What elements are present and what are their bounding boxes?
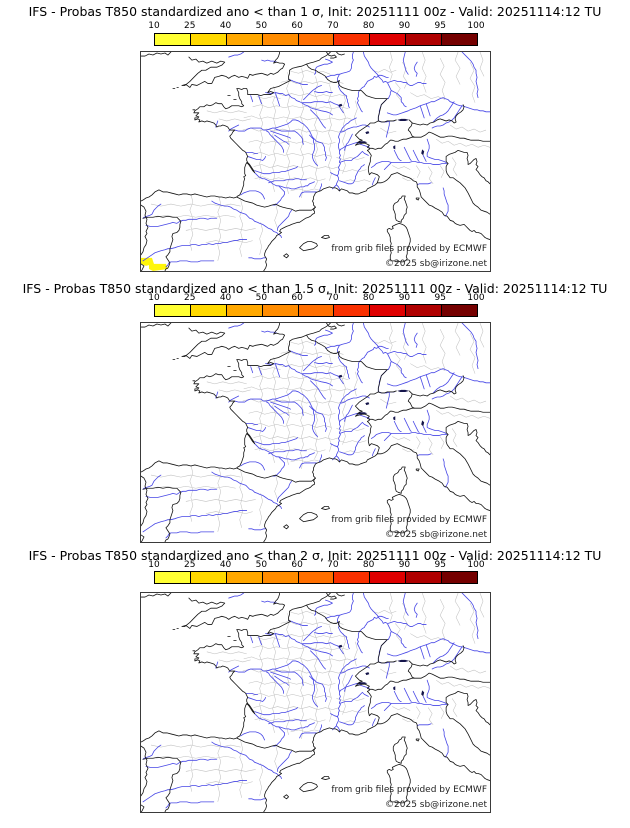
- colorbar-segment: [226, 34, 263, 45]
- colorbar-segment: [226, 572, 263, 583]
- colorbar-tick-label: 40: [219, 293, 232, 303]
- colorbar-tick-label: 80: [362, 560, 375, 570]
- panel-title: IFS - Probas T850 standardized ano < tha…: [28, 4, 602, 19]
- france-map-svg: [141, 593, 490, 812]
- colorbar-segment: [190, 34, 227, 45]
- colorbar-tick-label: 95: [434, 21, 446, 31]
- colorbar-tick-label: 40: [219, 21, 232, 31]
- colorbar-segment: [190, 572, 227, 583]
- colorbar-segment: [155, 572, 191, 583]
- colorbar-segment: [370, 572, 407, 583]
- colorbar-segment: [406, 305, 443, 316]
- data-credit-text: from grib files provided by ECMWF: [331, 244, 487, 254]
- colorbar-tick-label: 70: [327, 293, 339, 303]
- probability-colorbar: [154, 571, 478, 584]
- colorbar-segment: [298, 305, 335, 316]
- france-map-svg: [141, 323, 490, 542]
- map-image: from grib files provided by ECMWF ©2025 …: [140, 51, 491, 272]
- colorbar-segment: [155, 305, 191, 316]
- colorbar-tick-label: 100: [467, 293, 485, 303]
- probability-colorbar: [154, 33, 478, 46]
- colorbar-segment: [334, 572, 371, 583]
- colorbar-segment: [226, 305, 263, 316]
- colorbar-segment: [370, 34, 407, 45]
- panel-title: IFS - Probas T850 standardized ano < tha…: [22, 281, 608, 296]
- colorbar-tick-label: 60: [291, 293, 303, 303]
- colorbar-segment: [334, 34, 371, 45]
- colorbar-segment: [442, 305, 478, 316]
- colorbar-tick-label: 80: [362, 293, 375, 303]
- colorbar-tick-label: 25: [184, 21, 196, 31]
- colorbar-segment: [190, 305, 227, 316]
- copyright-text: ©2025 sb@irizone.net: [385, 259, 487, 269]
- colorbar-tick-label: 100: [467, 21, 485, 31]
- colorbar-tick-label: 50: [255, 21, 268, 31]
- basemap: [141, 52, 490, 271]
- colorbar-tick-label: 60: [291, 21, 303, 31]
- colorbar-tick-label: 25: [184, 293, 196, 303]
- colorbar-tick-label: 50: [255, 560, 268, 570]
- colorbar-tick-label: 25: [184, 560, 196, 570]
- colorbar-tick-label: 50: [255, 293, 268, 303]
- colorbar-tick-labels: 10 25 40 50 60 70 80 90 95 100: [148, 21, 484, 31]
- colorbar-tick-label: 95: [434, 293, 446, 303]
- colorbar-tick-label: 40: [219, 560, 232, 570]
- colorbar-tick-label: 80: [362, 21, 375, 31]
- colorbar-segment: [442, 572, 478, 583]
- panel-title: IFS - Probas T850 standardized ano < tha…: [28, 548, 602, 563]
- data-credit-text: from grib files provided by ECMWF: [331, 515, 487, 525]
- france-map-svg: [141, 52, 490, 271]
- copyright-text: ©2025 sb@irizone.net: [385, 530, 487, 540]
- probability-colorbar: [154, 304, 478, 317]
- colorbar-segment: [442, 34, 478, 45]
- colorbar-tick-label: 60: [291, 560, 303, 570]
- basemap: [141, 323, 490, 542]
- colorbar-segment: [298, 572, 335, 583]
- colorbar-segment: [406, 572, 443, 583]
- colorbar-segment: [262, 572, 299, 583]
- colorbar-tick-label: 90: [398, 560, 411, 570]
- colorbar-segment: [334, 305, 371, 316]
- colorbar-segment: [262, 305, 299, 316]
- colorbar-tick-label: 100: [467, 560, 485, 570]
- colorbar-tick-label: 95: [434, 560, 446, 570]
- colorbar-tick-label: 10: [148, 21, 160, 31]
- colorbar-segment: [262, 34, 299, 45]
- colorbar-tick-label: 10: [148, 560, 160, 570]
- basemap: [141, 593, 490, 812]
- colorbar-tick-labels: 10 25 40 50 60 70 80 90 95 100: [148, 560, 484, 570]
- colorbar-tick-labels: 10 25 40 50 60 70 80 90 95 100: [148, 293, 484, 303]
- data-credit-text: from grib files provided by ECMWF: [331, 785, 487, 795]
- colorbar-tick-label: 10: [148, 293, 160, 303]
- colorbar-tick-label: 90: [398, 293, 411, 303]
- colorbar-tick-label: 90: [398, 21, 411, 31]
- copyright-text: ©2025 sb@irizone.net: [385, 800, 487, 810]
- colorbar-segment: [406, 34, 443, 45]
- map-image: from grib files provided by ECMWF ©2025 …: [140, 322, 491, 543]
- colorbar-segment: [370, 305, 407, 316]
- colorbar-segment: [155, 34, 191, 45]
- map-image: from grib files provided by ECMWF ©2025 …: [140, 592, 491, 813]
- colorbar-tick-label: 70: [327, 21, 339, 31]
- colorbar-tick-label: 70: [327, 560, 339, 570]
- colorbar-segment: [298, 34, 335, 45]
